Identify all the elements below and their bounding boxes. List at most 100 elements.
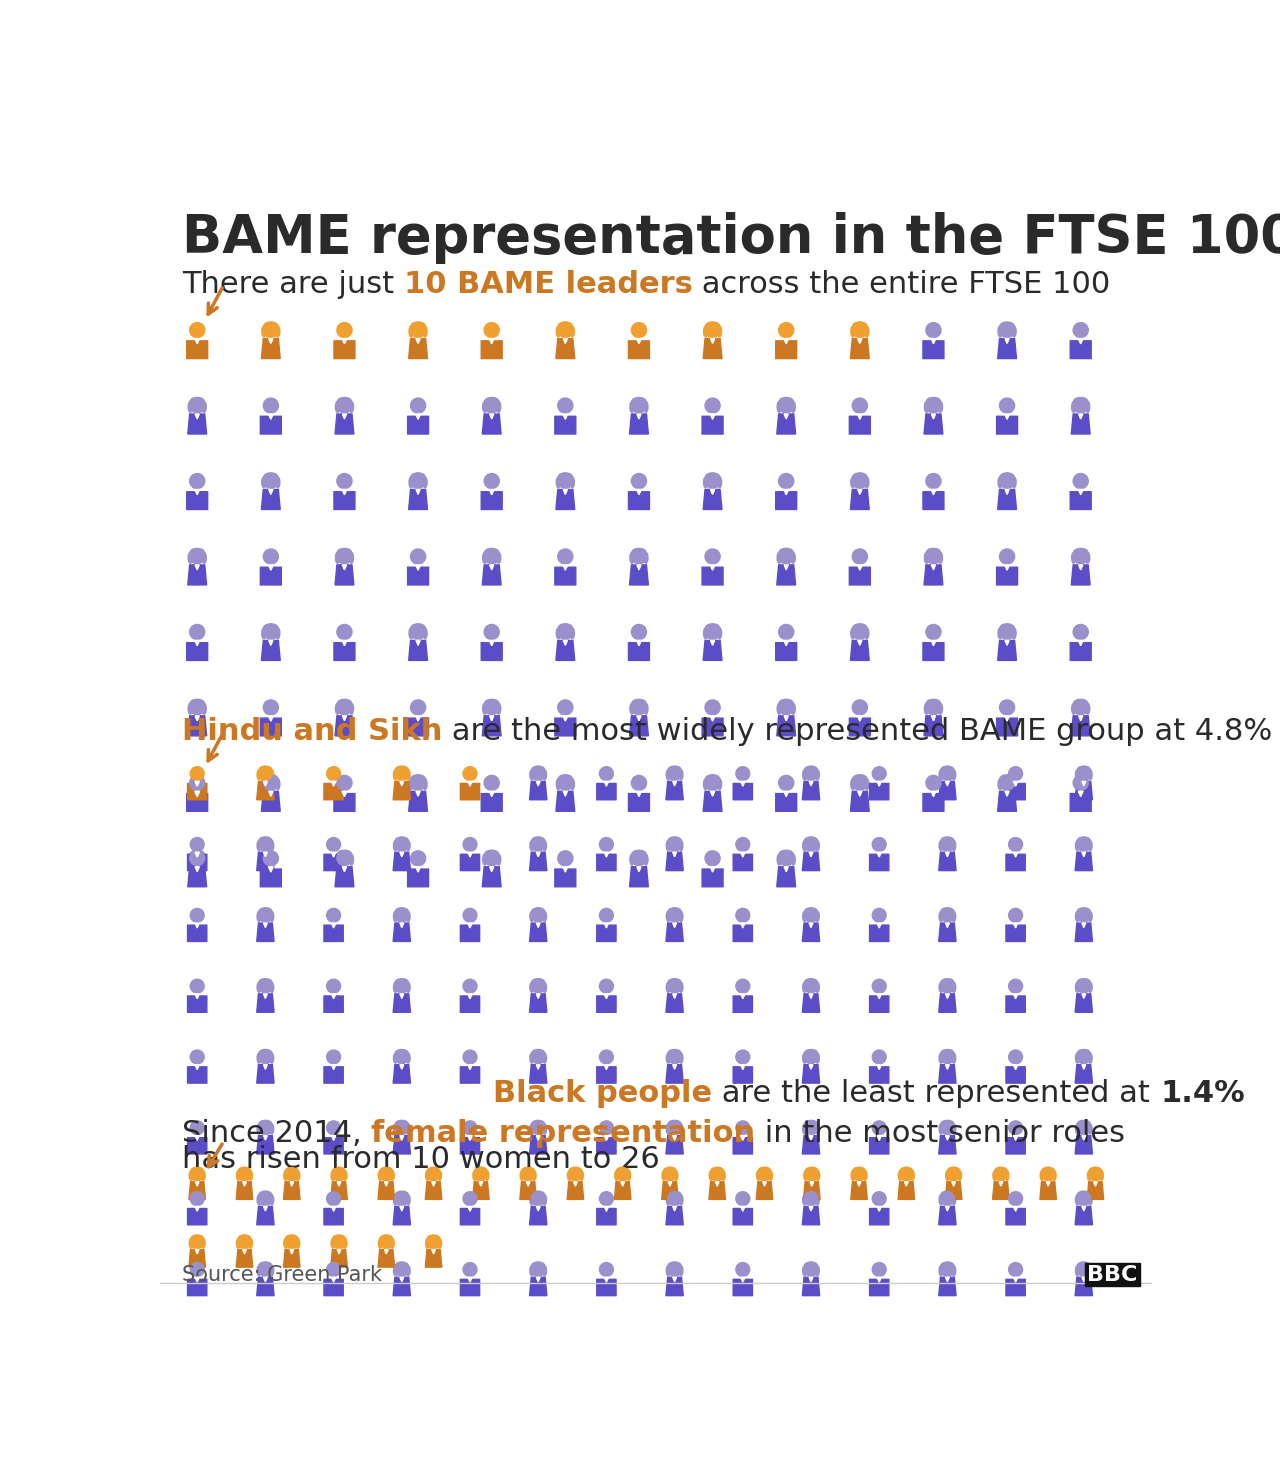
Polygon shape bbox=[530, 1135, 547, 1154]
Polygon shape bbox=[785, 414, 788, 419]
Circle shape bbox=[872, 1262, 886, 1276]
Circle shape bbox=[568, 1168, 582, 1181]
Ellipse shape bbox=[852, 474, 867, 481]
FancyBboxPatch shape bbox=[188, 854, 207, 870]
Ellipse shape bbox=[952, 912, 956, 922]
Circle shape bbox=[411, 851, 426, 866]
FancyBboxPatch shape bbox=[188, 1421, 207, 1437]
Circle shape bbox=[872, 909, 886, 922]
Ellipse shape bbox=[805, 1474, 818, 1480]
Circle shape bbox=[531, 1476, 545, 1480]
Polygon shape bbox=[998, 1181, 1002, 1185]
Polygon shape bbox=[530, 1277, 547, 1295]
Circle shape bbox=[852, 776, 868, 790]
Ellipse shape bbox=[998, 778, 1002, 790]
Polygon shape bbox=[938, 781, 956, 799]
Ellipse shape bbox=[851, 326, 855, 337]
Circle shape bbox=[668, 978, 681, 993]
FancyBboxPatch shape bbox=[188, 1209, 207, 1225]
Ellipse shape bbox=[543, 1194, 547, 1205]
Circle shape bbox=[189, 625, 205, 639]
Ellipse shape bbox=[262, 326, 266, 337]
Ellipse shape bbox=[1088, 1407, 1092, 1418]
Circle shape bbox=[189, 776, 205, 790]
Polygon shape bbox=[938, 1206, 956, 1225]
Polygon shape bbox=[803, 924, 819, 941]
Polygon shape bbox=[556, 339, 575, 358]
Circle shape bbox=[394, 1476, 408, 1480]
Ellipse shape bbox=[940, 770, 943, 780]
Polygon shape bbox=[803, 1419, 819, 1437]
Ellipse shape bbox=[557, 477, 561, 488]
Polygon shape bbox=[630, 414, 649, 434]
Ellipse shape bbox=[191, 398, 205, 406]
Ellipse shape bbox=[396, 1120, 408, 1128]
Ellipse shape bbox=[558, 774, 572, 783]
Circle shape bbox=[941, 1191, 955, 1205]
Circle shape bbox=[264, 700, 278, 715]
Polygon shape bbox=[803, 1064, 819, 1083]
Ellipse shape bbox=[1012, 326, 1016, 337]
Circle shape bbox=[736, 1120, 750, 1135]
Polygon shape bbox=[399, 1348, 403, 1353]
Polygon shape bbox=[783, 490, 788, 494]
Polygon shape bbox=[703, 339, 722, 358]
Circle shape bbox=[1009, 1191, 1023, 1206]
Polygon shape bbox=[425, 1249, 442, 1267]
Ellipse shape bbox=[852, 625, 867, 632]
Ellipse shape bbox=[390, 1239, 394, 1248]
FancyBboxPatch shape bbox=[461, 1209, 480, 1225]
Polygon shape bbox=[536, 1206, 540, 1211]
FancyBboxPatch shape bbox=[188, 1138, 207, 1154]
FancyBboxPatch shape bbox=[869, 854, 888, 870]
Polygon shape bbox=[195, 924, 200, 928]
Ellipse shape bbox=[805, 978, 818, 986]
Polygon shape bbox=[899, 1181, 915, 1199]
Circle shape bbox=[337, 700, 352, 715]
Polygon shape bbox=[1075, 1206, 1092, 1225]
Circle shape bbox=[1076, 909, 1091, 922]
Polygon shape bbox=[858, 1181, 861, 1185]
Ellipse shape bbox=[1052, 1171, 1056, 1180]
Circle shape bbox=[1009, 838, 1023, 851]
FancyBboxPatch shape bbox=[187, 642, 207, 660]
Polygon shape bbox=[905, 1181, 909, 1185]
Ellipse shape bbox=[396, 1333, 408, 1339]
Circle shape bbox=[736, 1049, 750, 1064]
Circle shape bbox=[394, 1333, 408, 1347]
Ellipse shape bbox=[780, 549, 794, 556]
Polygon shape bbox=[858, 792, 861, 796]
Ellipse shape bbox=[632, 549, 646, 556]
Ellipse shape bbox=[396, 978, 408, 986]
Polygon shape bbox=[269, 339, 273, 343]
Polygon shape bbox=[467, 1348, 472, 1353]
Polygon shape bbox=[809, 781, 813, 786]
Ellipse shape bbox=[1078, 1474, 1091, 1480]
Ellipse shape bbox=[259, 1049, 271, 1057]
Polygon shape bbox=[621, 1181, 625, 1185]
Ellipse shape bbox=[406, 1479, 410, 1480]
Polygon shape bbox=[710, 339, 714, 343]
Ellipse shape bbox=[259, 1333, 271, 1339]
Polygon shape bbox=[536, 995, 540, 999]
Ellipse shape bbox=[803, 1194, 806, 1205]
Ellipse shape bbox=[428, 1168, 440, 1174]
Ellipse shape bbox=[335, 703, 339, 715]
Ellipse shape bbox=[815, 770, 819, 780]
Ellipse shape bbox=[257, 1123, 261, 1134]
FancyBboxPatch shape bbox=[1006, 1067, 1025, 1083]
Circle shape bbox=[736, 980, 750, 993]
Ellipse shape bbox=[941, 1191, 954, 1199]
Ellipse shape bbox=[410, 778, 413, 790]
Circle shape bbox=[668, 909, 681, 922]
Ellipse shape bbox=[343, 1239, 347, 1248]
Polygon shape bbox=[332, 1206, 335, 1211]
Polygon shape bbox=[938, 1419, 956, 1437]
Ellipse shape bbox=[531, 907, 544, 915]
Polygon shape bbox=[416, 490, 420, 494]
FancyBboxPatch shape bbox=[628, 491, 649, 509]
Circle shape bbox=[531, 909, 545, 922]
Polygon shape bbox=[1075, 852, 1092, 870]
Polygon shape bbox=[195, 995, 200, 999]
Polygon shape bbox=[809, 1135, 813, 1140]
